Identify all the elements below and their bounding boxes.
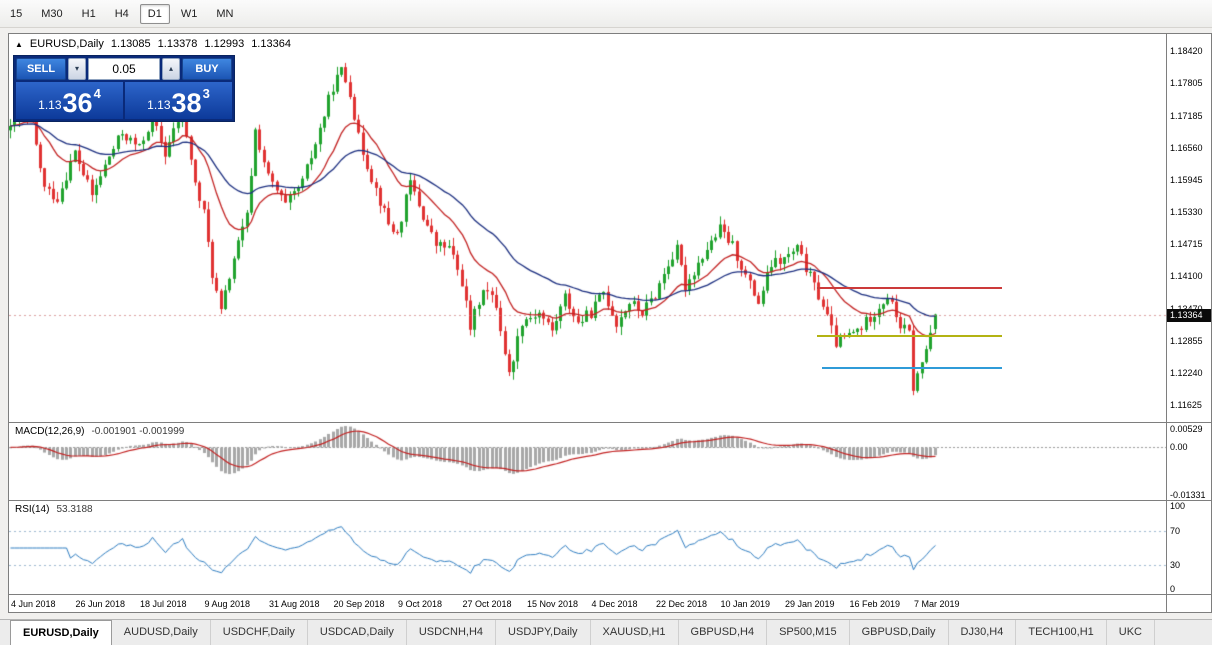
- sell-price-prefix: 1.13: [38, 98, 62, 112]
- buy-price-sup: 3: [202, 86, 210, 101]
- chart-symbol-label: EURUSD,Daily: [29, 38, 104, 50]
- rsi-axis-label: 0: [1170, 584, 1176, 594]
- macd-chart-canvas[interactable]: [9, 423, 1166, 500]
- sell-button[interactable]: SELL: [16, 58, 66, 80]
- chart-tab-xauusd-h1[interactable]: XAUUSD,H1: [591, 620, 679, 645]
- date-axis-label: 9 Aug 2018: [204, 599, 251, 609]
- timeframe-button-w1[interactable]: W1: [180, 7, 198, 20]
- sell-price-button[interactable]: 1.13 36 4: [16, 82, 123, 119]
- chart-tab-usdcnh-h4[interactable]: USDCNH,H4: [407, 620, 497, 645]
- date-axis[interactable]: 4 Jun 2018 26 Jun 2018 18 Jul 2018 9 Aug 20…: [9, 594, 1167, 612]
- chart-tab-sp500-m15[interactable]: SP500,M15: [767, 620, 850, 645]
- date-axis-label: 22 Dec 2018: [656, 599, 708, 609]
- price-axis-label: 1.16560: [1170, 143, 1203, 154]
- sell-price-big: 36: [62, 88, 93, 118]
- chart-tab-usdchf-daily[interactable]: USDCHF,Daily: [211, 620, 308, 645]
- rsi-chart-canvas[interactable]: [9, 501, 1166, 594]
- ohlc-close: 1.13364: [251, 38, 291, 50]
- rsi-axis[interactable]: 100 70 30 0: [1167, 500, 1211, 594]
- ohlc-open: 1.13085: [110, 38, 151, 50]
- price-axis-label: 1.11625: [1170, 400, 1202, 411]
- macd-name: MACD(12,26,9): [15, 426, 85, 437]
- price-axis-label: 1.14100: [1170, 271, 1203, 282]
- price-axis-label: 1.17805: [1170, 78, 1203, 89]
- macd-label: MACD(12,26,9) -0.001901 -0.001999: [15, 426, 184, 437]
- rsi-label: RSI(14) 53.3188: [15, 504, 93, 515]
- price-axis-label: 1.12855: [1170, 336, 1203, 346]
- chart-tab-ukc[interactable]: UKC: [1107, 620, 1155, 645]
- date-axis-label: 29 Jan 2019: [785, 599, 835, 609]
- date-axis-label: 7 Mar 2019: [914, 599, 960, 609]
- rsi-axis-label: 30: [1170, 559, 1181, 570]
- sell-price-sup: 4: [93, 86, 101, 101]
- rsi-axis-label: 70: [1170, 526, 1181, 537]
- macd-values: -0.001901 -0.001999: [91, 426, 185, 437]
- date-axis-label: 18 Jul 2018: [140, 599, 187, 609]
- buy-price-prefix: 1.13: [147, 98, 171, 112]
- chart-tab-audusd-daily[interactable]: AUDUSD,Daily: [112, 620, 211, 645]
- current-price-badge: 1.13364: [1167, 308, 1211, 322]
- volume-input[interactable]: [88, 58, 160, 80]
- chart-tab-usdjpy-daily[interactable]: USDJPY,Daily: [496, 620, 591, 645]
- price-axis[interactable]: 1.18420 1.17805 1.17185 1.16560 1.15945 1.153…: [1167, 34, 1211, 422]
- date-axis-label: 20 Sep 2018: [333, 599, 385, 609]
- chart-window: ▲ EURUSD,Daily 1.13085 1.13378 1.12993 1…: [8, 33, 1212, 613]
- date-axis-label: 4 Jun 2018: [11, 599, 56, 609]
- rsi-panel[interactable]: RSI(14) 53.3188: [9, 500, 1167, 594]
- macd-axis-label: 0.00: [1170, 442, 1188, 453]
- trade-controls-row: SELL ▾ ▴ BUY: [16, 58, 232, 80]
- macd-axis-label: -0.01331: [1170, 490, 1206, 500]
- timeframe-button-15[interactable]: 15: [10, 7, 23, 20]
- timeframe-button-mn[interactable]: MN: [216, 7, 234, 20]
- date-axis-label: 15 Nov 2018: [527, 599, 579, 609]
- date-axis-label: 9 Oct 2018: [398, 599, 443, 609]
- price-axis-label: 1.17185: [1170, 110, 1203, 121]
- date-axis-label: 26 Jun 2018: [75, 599, 126, 609]
- price-axis-label: 1.12240: [1170, 368, 1203, 379]
- chart-tab-tech100-h1[interactable]: TECH100,H1: [1016, 620, 1107, 645]
- chevron-down-icon: ▾: [74, 64, 79, 73]
- date-axis-label: 4 Dec 2018: [591, 599, 638, 609]
- buy-price-big: 38: [171, 88, 202, 118]
- chevron-up-icon: ▴: [168, 64, 173, 73]
- axis-corner: [1167, 594, 1211, 612]
- rsi-name: RSI(14): [15, 504, 50, 515]
- timeframe-toolbar: 15 M30 H1 H4 D1 W1 MN: [0, 0, 1212, 28]
- price-axis-label: 1.15330: [1170, 207, 1203, 218]
- timeframe-button-h4[interactable]: H4: [114, 7, 129, 20]
- date-axis-label: 31 Aug 2018: [269, 599, 320, 609]
- price-axis-label: 1.18420: [1170, 46, 1203, 57]
- chart-tab-gbpusd-daily[interactable]: GBPUSD,Daily: [850, 620, 949, 645]
- chart-tab-gbpusd-h4[interactable]: GBPUSD,H4: [679, 620, 768, 645]
- price-axis-label: 1.15945: [1170, 175, 1203, 186]
- one-click-trading-panel: SELL ▾ ▴ BUY 1.13 36 4 1.13 38 3: [13, 55, 235, 122]
- macd-axis-label: 0.00529: [1170, 424, 1203, 434]
- timeframe-button-h1[interactable]: H1: [81, 7, 96, 20]
- buy-price-button[interactable]: 1.13 38 3: [125, 82, 232, 119]
- chart-tab-eurusd-daily[interactable]: EURUSD,Daily: [10, 620, 112, 645]
- triangle-up-icon: ▲: [15, 39, 23, 49]
- volume-increase-button[interactable]: ▴: [162, 58, 180, 80]
- macd-panel[interactable]: MACD(12,26,9) -0.001901 -0.001999: [9, 422, 1167, 500]
- chart-tab-usdcad-daily[interactable]: USDCAD,Daily: [308, 620, 407, 645]
- trade-prices-row: 1.13 36 4 1.13 38 3: [16, 82, 232, 119]
- timeframe-button-m30[interactable]: M30: [41, 7, 63, 20]
- chart-ohlc-header: ▲ EURUSD,Daily 1.13085 1.13378 1.12993 1…: [15, 38, 291, 50]
- date-axis-label: 16 Feb 2019: [849, 599, 901, 609]
- price-chart-area[interactable]: ▲ EURUSD,Daily 1.13085 1.13378 1.12993 1…: [9, 34, 1167, 422]
- rsi-value: 53.3188: [56, 504, 93, 515]
- ohlc-low: 1.12993: [204, 38, 245, 50]
- timeframe-button-d1[interactable]: D1: [139, 3, 170, 24]
- date-axis-label: 27 Oct 2018: [462, 599, 512, 609]
- date-axis-label: 10 Jan 2019: [720, 599, 771, 609]
- rsi-axis-label: 100: [1170, 501, 1186, 511]
- ohlc-high: 1.13378: [157, 38, 198, 50]
- buy-button[interactable]: BUY: [182, 58, 232, 80]
- chart-tab-dj30-h4[interactable]: DJ30,H4: [949, 620, 1017, 645]
- volume-dropdown-button[interactable]: ▾: [68, 58, 86, 80]
- chart-tabs-bar: EURUSD,Daily AUDUSD,Daily USDCHF,Daily USDC…: [0, 619, 1212, 645]
- macd-axis[interactable]: 0.00529 0.00 -0.01331: [1167, 422, 1211, 500]
- price-axis-label: 1.14715: [1170, 239, 1203, 250]
